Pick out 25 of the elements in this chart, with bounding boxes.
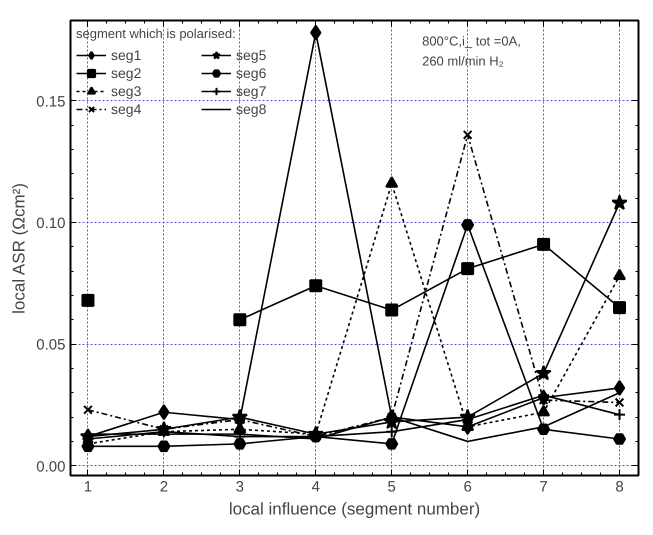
y-tick-label: 0.00 (36, 458, 66, 476)
y-tick-label: 0.10 (36, 214, 66, 232)
legend-label: seg8 (236, 101, 268, 117)
legend-label: seg3 (111, 83, 142, 99)
annotation: 260 ml/min H₂ (422, 54, 504, 68)
x-tick-label: 6 (463, 478, 472, 496)
legend-label: seg4 (111, 101, 142, 117)
x-tick-label: 1 (84, 478, 92, 496)
legend-label: seg2 (111, 65, 142, 81)
y-tick-label: 0.05 (36, 336, 66, 354)
x-tick-label: 8 (615, 478, 624, 496)
legend-label: seg6 (236, 65, 268, 81)
x-tick-label: 7 (539, 478, 548, 496)
x-tick-label: 5 (388, 478, 396, 496)
legend-label: seg5 (236, 47, 268, 63)
y-axis-title: local ASR (Ωcm²) (9, 183, 28, 314)
annotation: 800°C,i_ tot =0A, (422, 34, 521, 48)
x-axis-title: local influence (segment number) (228, 500, 480, 518)
x-tick-label: 3 (236, 478, 244, 496)
legend-title: segment which is polarised: (76, 26, 237, 41)
legend-label: seg7 (236, 83, 268, 99)
x-tick-label: 2 (160, 478, 168, 496)
x-tick-label: 4 (312, 478, 320, 496)
y-tick-label: 0.15 (36, 93, 66, 110)
legend-label: seg1 (111, 47, 142, 63)
